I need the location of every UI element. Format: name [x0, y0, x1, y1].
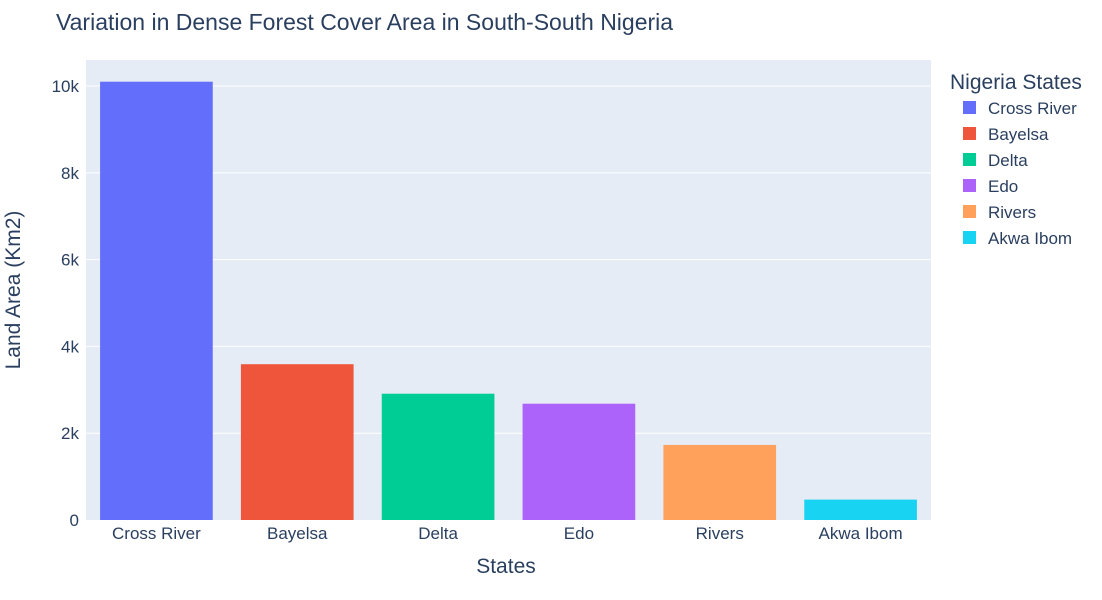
- legend-swatch: [963, 153, 976, 166]
- legend-item[interactable]: Delta: [963, 151, 1028, 170]
- x-axis-title: States: [476, 555, 536, 578]
- legend-swatch: [963, 231, 976, 244]
- y-tick-label: 0: [70, 511, 79, 530]
- y-tick-label: 10k: [52, 77, 80, 96]
- bar-delta: [381, 393, 495, 520]
- x-axis-ticks: Cross River Bayelsa Delta Edo Rivers Akwa Ibo…: [112, 524, 903, 543]
- legend-item[interactable]: Akwa Ibom: [963, 229, 1072, 248]
- y-tick-label: 8k: [61, 164, 79, 183]
- bar-rivers: [663, 444, 777, 520]
- bars: [100, 81, 917, 520]
- bar-akwa-ibom: [804, 499, 917, 520]
- legend-item[interactable]: Rivers: [963, 203, 1036, 222]
- legend-title: Nigeria States: [950, 71, 1082, 94]
- legend-items: Cross River Bayelsa Delta Edo Rivers Akwa Ibo…: [963, 99, 1077, 248]
- legend-item[interactable]: Cross River: [963, 99, 1077, 118]
- y-tick-label: 6k: [61, 251, 79, 270]
- legend-swatch: [963, 179, 976, 192]
- legend-label: Bayelsa: [988, 125, 1049, 144]
- legend-label: Rivers: [988, 203, 1036, 222]
- x-tick-label: Rivers: [696, 524, 744, 543]
- x-tick-label: Edo: [564, 524, 594, 543]
- bar-edo: [522, 403, 636, 520]
- legend-label: Akwa Ibom: [988, 229, 1072, 248]
- gridlines: [86, 85, 931, 434]
- legend-swatch: [963, 101, 976, 114]
- legend-item[interactable]: Bayelsa: [963, 125, 1049, 144]
- x-tick-label: Akwa Ibom: [819, 524, 903, 543]
- legend-label: Delta: [988, 151, 1028, 170]
- y-axis-ticks: 0 2k 4k 6k 8k 10k: [52, 77, 80, 530]
- y-tick-label: 2k: [61, 424, 79, 443]
- legend-item[interactable]: Edo: [963, 177, 1018, 196]
- legend-swatch: [963, 205, 976, 218]
- y-axis-title: Land Area (Km2): [2, 211, 25, 370]
- y-tick-label: 4k: [61, 337, 79, 356]
- legend-label: Cross River: [988, 99, 1077, 118]
- bar-cross-river: [100, 81, 213, 520]
- plot-area: [86, 60, 931, 520]
- legend-label: Edo: [988, 177, 1018, 196]
- bar-bayelsa: [240, 364, 354, 520]
- legend-swatch: [963, 127, 976, 140]
- chart-title: Variation in Dense Forest Cover Area in …: [56, 9, 673, 35]
- legend: Nigeria States Cross River Bayelsa Delta Ed…: [950, 71, 1082, 248]
- x-tick-label: Delta: [418, 524, 458, 543]
- x-tick-label: Bayelsa: [267, 524, 328, 543]
- x-tick-label: Cross River: [112, 524, 201, 543]
